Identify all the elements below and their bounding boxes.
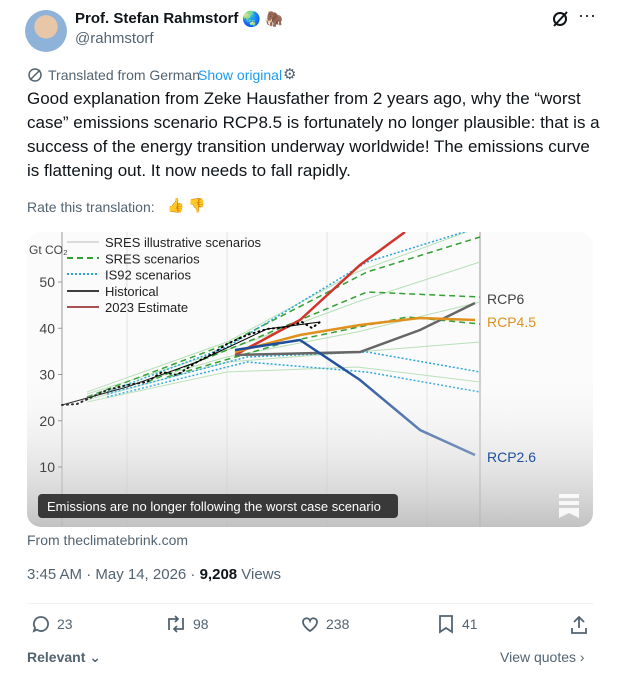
- reply-button[interactable]: 23: [31, 614, 73, 634]
- source-link[interactable]: From theclimatebrink.com: [27, 532, 189, 548]
- reply-count: 23: [57, 616, 73, 632]
- rate-buttons[interactable]: 👍 👎: [167, 197, 206, 213]
- rate-translation: Rate this translation:: [27, 199, 155, 215]
- timestamp[interactable]: 3:45 AM · May 14, 2026 ·: [27, 566, 200, 583]
- translation-note: Translated from German: [48, 67, 200, 83]
- show-original[interactable]: Show original: [198, 67, 283, 83]
- image-scenario-label: RCP6: [487, 291, 525, 307]
- image-tick-label: 10: [39, 459, 55, 475]
- image-scenario-label: RCP2.6: [487, 449, 536, 465]
- bookmark-icon: [439, 615, 453, 634]
- post-meta: 3:45 AM · May 14, 2026 · 9,208 Views: [27, 566, 281, 583]
- like-icon: [302, 617, 318, 633]
- relevant-toggle[interactable]: Relevant ⌄: [27, 649, 101, 665]
- bookmark-button[interactable]: 41: [436, 614, 478, 634]
- emoji: 🌏 🦣: [242, 11, 284, 28]
- repost-count: 98: [193, 616, 209, 632]
- image-tick-label: 50: [39, 274, 55, 290]
- divider: [27, 603, 594, 604]
- translate-icon: [28, 68, 42, 82]
- avatar[interactable]: [25, 10, 67, 52]
- handle[interactable]: @rahmstorf: [75, 30, 154, 47]
- media-fade: [27, 232, 593, 527]
- image-caption: Emissions are no longer following the wo…: [47, 499, 381, 514]
- views-label: Views: [237, 566, 282, 583]
- image-legend-label: Historical: [105, 284, 159, 299]
- more-button[interactable]: ···: [578, 5, 596, 25]
- image-legend-label: SRES scenarios: [105, 251, 200, 266]
- save-icon[interactable]: [559, 494, 579, 518]
- grok-icon[interactable]: [550, 9, 570, 29]
- caption-bg: [38, 494, 398, 518]
- relevant-label: Relevant: [27, 649, 86, 665]
- settings-icon[interactable]: ⚙: [283, 66, 297, 83]
- view-quotes-label: View quotes: [500, 649, 577, 665]
- reply-icon: [32, 616, 49, 633]
- repost-icon: [168, 615, 184, 633]
- image-tick-label: 20: [39, 413, 55, 429]
- image-unit-label: Gt CO₂: [29, 243, 68, 257]
- image-tick-label: 40: [39, 320, 55, 336]
- share-button[interactable]: [569, 615, 589, 635]
- media-image[interactable]: 10 20 30 40 50 Gt CO₂ SRES illustrative scenar…: [27, 232, 593, 527]
- like-count: 238: [326, 616, 350, 632]
- image-scenario-label: RCP4.5: [487, 314, 536, 330]
- post-text: Good explanation from Zeke Hausfather fr…: [27, 89, 600, 180]
- like-button[interactable]: 238: [300, 614, 349, 634]
- image-tick-label: 30: [39, 367, 55, 383]
- author-name[interactable]: Prof. Stefan Rahmstorf: [75, 10, 239, 27]
- views-count: 9,208: [199, 566, 238, 583]
- view-quotes[interactable]: View quotes ›: [500, 649, 585, 665]
- bookmark-count: 41: [462, 616, 478, 632]
- image-legend-label: IS92 scenarios: [105, 268, 191, 283]
- repost-button[interactable]: 98: [165, 614, 209, 634]
- image-legend-label: 2023 Estimate: [105, 300, 188, 315]
- image-legend-label: SRES illustrative scenarios: [105, 235, 262, 250]
